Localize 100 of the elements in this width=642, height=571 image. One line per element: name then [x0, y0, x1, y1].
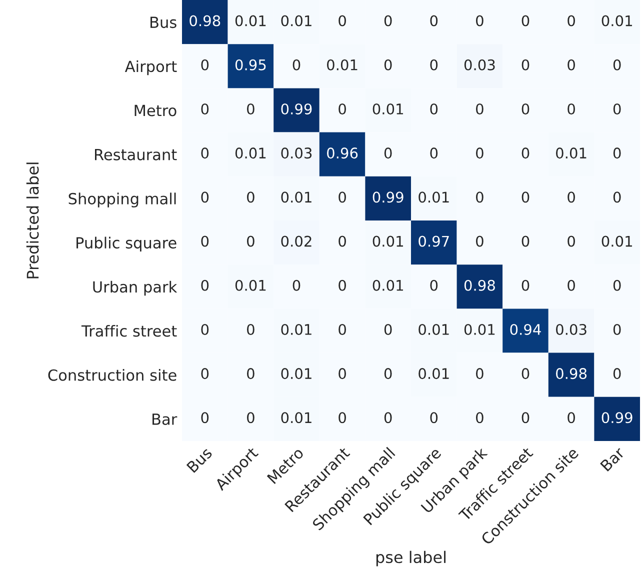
data-label: 0 — [384, 148, 392, 159]
data-label: 0 — [476, 103, 484, 114]
data-label: 0 — [384, 59, 392, 70]
data-label: 0 — [247, 324, 254, 335]
data-label: 0 — [476, 236, 484, 247]
data-label: 0 — [613, 192, 621, 203]
data-label: 0 — [476, 15, 484, 26]
data-label: 0 — [476, 412, 484, 424]
data-label: 0 — [338, 236, 346, 247]
data-label: 0.03 — [556, 324, 586, 335]
data-label: 0.99 — [602, 412, 632, 424]
data-label: 0 — [430, 148, 438, 159]
data-label: 0.96 — [327, 148, 358, 159]
data-label: 0 — [568, 59, 575, 70]
y-tick-label: Metro — [134, 104, 176, 116]
data-label: 0 — [201, 59, 209, 70]
data-label: 0 — [247, 368, 254, 380]
data-label: 0.02 — [281, 236, 312, 247]
data-label: 0.01 — [372, 103, 403, 114]
data-label: 0 — [613, 368, 621, 380]
data-label: 0 — [338, 192, 346, 203]
data-label: 0.01 — [235, 15, 266, 26]
data-label: 0 — [338, 324, 346, 335]
data-label: 0.03 — [281, 148, 312, 159]
y-axis-title: Predicted label — [26, 162, 39, 278]
data-label: 0 — [384, 15, 392, 26]
x-axis-title: pse label — [376, 550, 446, 566]
data-label: 0 — [201, 280, 209, 291]
data-label: 0 — [522, 236, 530, 247]
data-label: 0.94 — [510, 324, 541, 335]
data-label: 0 — [201, 368, 209, 380]
data-label: 0.01 — [418, 324, 449, 335]
data-label: 0 — [522, 103, 530, 114]
data-label: 0 — [384, 324, 392, 335]
data-label: 0 — [247, 103, 254, 114]
data-label: 0 — [247, 192, 254, 203]
y-tick-label: Shopping mall — [68, 192, 176, 208]
data-label: 0.01 — [281, 368, 312, 380]
data-label: 0.99 — [372, 192, 404, 203]
data-label: 0 — [522, 412, 530, 424]
data-label: 0.01 — [418, 368, 449, 380]
data-label: 0.01 — [281, 324, 312, 335]
data-label: 0 — [201, 148, 209, 159]
data-label: 0 — [613, 280, 621, 291]
data-label: 0.01 — [235, 280, 266, 291]
data-label: 0.97 — [418, 236, 449, 247]
data-label: 0.01 — [372, 236, 403, 247]
data-label: 0.01 — [235, 148, 266, 159]
data-label: 0 — [247, 412, 254, 424]
data-label: 0 — [568, 412, 575, 424]
x-tick-label: Bus — [186, 446, 213, 474]
data-label: 0 — [613, 148, 621, 159]
data-label: 0 — [384, 412, 392, 424]
data-label: 0 — [201, 236, 209, 247]
y-tick-label: Restaurant — [95, 149, 177, 160]
data-label: 0 — [338, 280, 346, 291]
data-label: 0 — [201, 103, 209, 114]
data-label: 0 — [247, 236, 254, 247]
data-label: 0 — [613, 59, 621, 70]
data-label: 0.01 — [602, 15, 632, 26]
data-label: 0.01 — [372, 280, 403, 291]
data-label: 0 — [201, 324, 209, 335]
data-label: 0 — [522, 15, 530, 26]
data-label: 0 — [292, 59, 300, 70]
data-label: 0.01 — [281, 412, 312, 424]
data-label: 0 — [568, 103, 575, 114]
data-label: 0 — [430, 103, 438, 114]
data-label: 0 — [522, 192, 530, 203]
data-label: 0.01 — [602, 236, 632, 247]
y-tick-label: Traffic street — [81, 324, 177, 337]
data-label: 0.01 — [464, 324, 495, 335]
data-label: 0 — [430, 15, 438, 26]
data-label: 0 — [430, 412, 438, 424]
data-label: 0 — [338, 15, 346, 26]
data-label: 0 — [522, 280, 530, 291]
data-label: 0 — [201, 192, 209, 203]
data-label: 0.95 — [235, 59, 266, 70]
data-label: 0 — [568, 192, 575, 203]
y-tick-label: Airport — [124, 60, 177, 76]
data-label: 0 — [384, 368, 392, 380]
data-label: 0.98 — [464, 280, 495, 291]
data-label: 0 — [568, 280, 575, 291]
data-label: 0 — [292, 280, 300, 291]
data-label: 0 — [568, 236, 575, 247]
data-label: 0 — [613, 103, 621, 114]
data-label: 0 — [522, 368, 530, 380]
data-label: 0.98 — [190, 15, 220, 26]
y-tick-label: Public square — [76, 236, 176, 252]
x-tick-label: Bar — [600, 446, 626, 472]
y-tick-label: Bar — [152, 414, 178, 425]
data-label: 0 — [522, 59, 530, 70]
data-label: 0 — [476, 148, 484, 159]
data-label: 0 — [568, 15, 575, 26]
y-tick-label: Construction site — [48, 369, 176, 381]
data-label: 0.98 — [556, 368, 587, 380]
data-label: 0.01 — [281, 15, 312, 26]
data-label: 0.01 — [556, 148, 586, 159]
data-label: 0 — [476, 368, 484, 380]
data-label: 0 — [338, 103, 346, 114]
data-label: 0 — [430, 280, 438, 291]
